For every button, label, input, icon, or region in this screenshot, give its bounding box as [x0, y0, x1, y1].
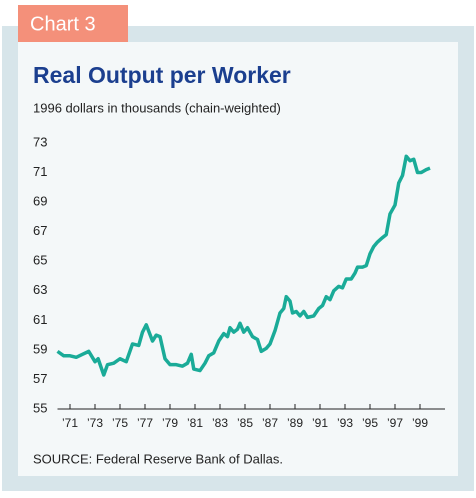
x-tick-label: ’89	[287, 416, 303, 430]
x-tick-label: ’79	[162, 416, 178, 430]
y-tick-label: 59	[33, 341, 47, 356]
y-tick-label: 65	[33, 253, 47, 268]
x-tick-label: ’71	[62, 416, 78, 430]
x-tick-label: ’73	[87, 416, 103, 430]
x-tick-label: ’99	[412, 416, 428, 430]
x-tick-label: ’77	[137, 416, 153, 430]
y-tick-label: 71	[33, 164, 47, 179]
chart-title: Real Output per Worker	[33, 62, 291, 88]
x-tick-label: ’95	[362, 416, 378, 430]
source: SOURCE: Federal Reserve Bank of Dallas.	[33, 451, 283, 466]
x-tick-label: ’93	[337, 416, 353, 430]
x-tick-label: ’81	[187, 416, 203, 430]
chart-subtitle: 1996 dollars in thousands (chain-weighte…	[33, 100, 281, 115]
panel	[18, 42, 458, 476]
y-tick-label: 61	[33, 312, 47, 327]
x-tick-label: ’91	[312, 416, 328, 430]
y-tick-label: 63	[33, 282, 47, 297]
data-line	[56, 154, 431, 377]
x-tick-label: ’97	[387, 416, 403, 430]
y-tick-label: 67	[33, 223, 47, 238]
x-tick-label: ’85	[237, 416, 253, 430]
x-tick-label: ’75	[112, 416, 128, 430]
y-tick-label: 73	[33, 134, 47, 149]
y-tick-label: 55	[33, 400, 47, 415]
y-tick-label: 69	[33, 194, 47, 209]
y-tick-label: 57	[33, 371, 47, 386]
x-tick-label: ’83	[212, 416, 228, 430]
tab	[18, 5, 128, 42]
x-tick-label: ’87	[262, 416, 278, 430]
tab-label: Chart 3	[30, 13, 96, 35]
